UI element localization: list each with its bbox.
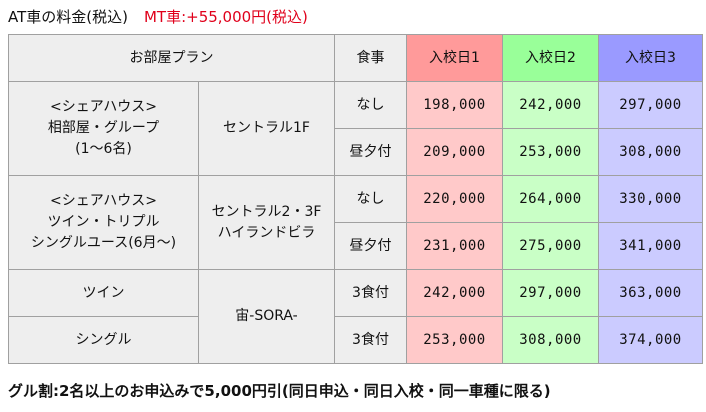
meal-cell: 昼夕付: [334, 222, 407, 270]
price-day1: 198,000: [406, 81, 503, 129]
table-row: <シェアハウス> 相部屋・グループ (1〜6名) セントラル1F なし 198,…: [8, 81, 703, 176]
meal-cell: 昼夕付: [334, 128, 407, 176]
price-day2: 275,000: [502, 222, 599, 270]
table-row: シングル 3食付 253,000 308,000 374,000: [8, 316, 703, 364]
price-day1: 253,000: [406, 316, 503, 364]
building-cell: セントラル2・3F ハイランドビラ: [198, 175, 335, 270]
plan-line: シングルユース(6月〜): [30, 235, 177, 251]
price-day1: 220,000: [406, 175, 503, 223]
meal-cell: なし: [334, 81, 407, 129]
price-day3: 341,000: [598, 222, 703, 270]
plan-line: (1〜6名): [75, 141, 132, 157]
price-day1: 209,000: [406, 128, 503, 176]
table-row: ツイン 宙-SORA- 3食付 242,000 297,000 363,000: [8, 269, 703, 364]
price-day3: 330,000: [598, 175, 703, 223]
header-row: お部屋プラン 食事 入校日1 入校日2 入校日3: [8, 34, 703, 82]
price-table: お部屋プラン 食事 入校日1 入校日2 入校日3 <シェアハウス> 相部屋・グル…: [8, 34, 703, 364]
table-row: 昼夕付 209,000 253,000 308,000: [9, 128, 703, 176]
price-day2: 253,000: [502, 128, 599, 176]
building-cell: セントラル1F: [198, 81, 335, 176]
page-title: AT車の料金(税込) MT車:+55,000円(税込): [8, 6, 308, 27]
building-line: セントラル2・3F: [211, 203, 322, 220]
header-meal: 食事: [334, 34, 407, 82]
plan-line: 相部屋・グループ: [47, 120, 160, 136]
price-day3: 374,000: [598, 316, 703, 364]
title-at: AT車の料金(税込): [8, 8, 128, 26]
plan-cell: ツイン: [8, 269, 199, 317]
building-line: ハイランドビラ: [217, 224, 316, 241]
meal-cell: 3食付: [334, 316, 407, 364]
header-day1: 入校日1: [406, 34, 503, 82]
meal-cell: なし: [334, 175, 407, 223]
plan-cell: <シェアハウス> 相部屋・グループ (1〜6名): [8, 81, 199, 176]
price-day2: 242,000: [502, 81, 599, 129]
header-day2: 入校日2: [502, 34, 599, 82]
plan-cell: <シェアハウス> ツイン・トリプル シングルユース(6月〜): [8, 175, 199, 270]
plan-line: ツイン・トリプル: [47, 214, 160, 230]
price-day3: 297,000: [598, 81, 703, 129]
price-day2: 297,000: [502, 269, 599, 317]
plan-cell: シングル: [8, 316, 199, 364]
meal-cell: 3食付: [334, 269, 407, 317]
plan-line: <シェアハウス>: [50, 99, 157, 115]
price-day2: 308,000: [502, 316, 599, 364]
plan-line: <シェアハウス>: [50, 193, 157, 209]
header-plan: お部屋プラン: [8, 34, 335, 82]
building-cell: 宙-SORA-: [198, 269, 335, 364]
price-day1: 231,000: [406, 222, 503, 270]
building-line: 宙-SORA-: [235, 308, 298, 324]
price-day1: 242,000: [406, 269, 503, 317]
header-day3: 入校日3: [598, 34, 703, 82]
group-discount-note: グル割:2名以上のお申込みで5,000円引(同日申込・同日入校・同一車種に限る): [8, 382, 551, 400]
price-day3: 308,000: [598, 128, 703, 176]
price-day2: 264,000: [502, 175, 599, 223]
table-row: <シェアハウス> ツイン・トリプル シングルユース(6月〜) セントラル2・3F…: [8, 175, 703, 270]
price-day3: 363,000: [598, 269, 703, 317]
title-mt: MT車:+55,000円(税込): [143, 8, 308, 26]
table-row: 昼夕付 231,000 275,000 341,000: [9, 222, 703, 270]
building-line: セントラル1F: [223, 120, 310, 136]
